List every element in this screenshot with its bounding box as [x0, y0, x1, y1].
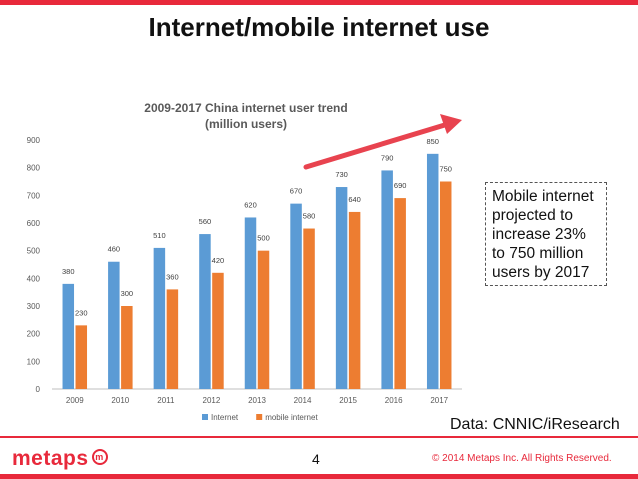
legend-label: mobile internet: [265, 413, 318, 422]
chart-subtitle: (million users): [205, 117, 287, 131]
bar-internet: [62, 283, 75, 389]
data-label: 300: [121, 289, 134, 298]
y-tick-label: 0: [36, 385, 41, 394]
bar-mobile-internet: [75, 325, 88, 389]
y-tick-label: 800: [27, 164, 41, 173]
data-label: 380: [62, 267, 75, 276]
data-label: 230: [75, 308, 88, 317]
footer-divider: [0, 436, 638, 438]
x-tick-label: 2014: [294, 396, 312, 405]
bar-internet: [108, 261, 120, 389]
data-label: 510: [153, 231, 166, 240]
bar-mobile-internet: [348, 211, 361, 389]
logo-m-icon: m: [91, 449, 108, 466]
data-label: 420: [212, 256, 225, 265]
data-label: 460: [108, 245, 121, 254]
legend-swatch-internet: [202, 414, 208, 420]
y-tick-label: 500: [27, 247, 41, 256]
data-label: 690: [394, 181, 407, 190]
data-label: 500: [257, 234, 270, 243]
data-label: 790: [381, 153, 394, 162]
chart-title: 2009-2017 China internet user trend: [144, 101, 347, 115]
y-tick-label: 900: [27, 136, 41, 145]
metaps-logo: metaps m: [12, 447, 108, 471]
top-accent-bar: [0, 0, 638, 5]
x-tick-label: 2013: [248, 396, 266, 405]
bar-internet: [153, 247, 166, 389]
x-tick-label: 2011: [157, 396, 175, 405]
data-label: 850: [426, 137, 439, 146]
bar-mobile-internet: [121, 306, 133, 389]
y-tick-label: 600: [27, 219, 41, 228]
y-tick-label: 300: [27, 302, 41, 311]
bottom-accent-bar: [0, 474, 638, 479]
legend-label: Internet: [211, 413, 239, 422]
data-label: 620: [244, 200, 257, 209]
bar-internet: [199, 234, 211, 389]
bar-mobile-internet: [166, 289, 179, 389]
page-number: 4: [312, 451, 320, 467]
x-tick-label: 2016: [385, 396, 403, 405]
x-tick-label: 2009: [66, 396, 84, 405]
data-label: 360: [166, 272, 179, 281]
trend-arrow-shaft: [303, 121, 451, 170]
bar-mobile-internet: [257, 250, 270, 389]
x-tick-label: 2012: [203, 396, 221, 405]
data-label: 750: [439, 165, 452, 174]
bar-mobile-internet: [212, 272, 224, 389]
y-tick-label: 100: [27, 357, 41, 366]
bar-mobile-internet: [303, 228, 315, 389]
y-tick-label: 400: [27, 274, 41, 283]
bar-internet: [335, 187, 348, 389]
x-tick-label: 2015: [339, 396, 357, 405]
bar-mobile-internet: [394, 198, 406, 389]
callout-box: Mobile internet projected to increase 23…: [485, 182, 607, 286]
logo-text: metaps: [12, 447, 89, 470]
trend-arrow-icon: [440, 114, 462, 134]
y-tick-label: 200: [27, 330, 41, 339]
data-label: 560: [199, 217, 212, 226]
bar-internet: [290, 203, 302, 389]
data-source: Data: CNNIC/iResearch: [450, 416, 620, 433]
slide-title: Internet/mobile internet use: [148, 12, 490, 42]
x-tick-label: 2017: [430, 396, 448, 405]
data-label: 580: [303, 212, 316, 221]
data-label: 640: [348, 195, 361, 204]
legend-swatch-mobile-internet: [256, 414, 263, 420]
x-tick-label: 2010: [111, 396, 129, 405]
copyright: © 2014 Metaps Inc. All Rights Reserved.: [432, 453, 612, 464]
data-label: 670: [290, 187, 303, 196]
y-tick-label: 700: [27, 191, 41, 200]
bar-internet: [244, 217, 257, 389]
bar-mobile-internet: [439, 181, 452, 389]
data-label: 730: [335, 170, 348, 179]
bar-internet: [426, 153, 439, 389]
bar-internet: [381, 170, 393, 389]
